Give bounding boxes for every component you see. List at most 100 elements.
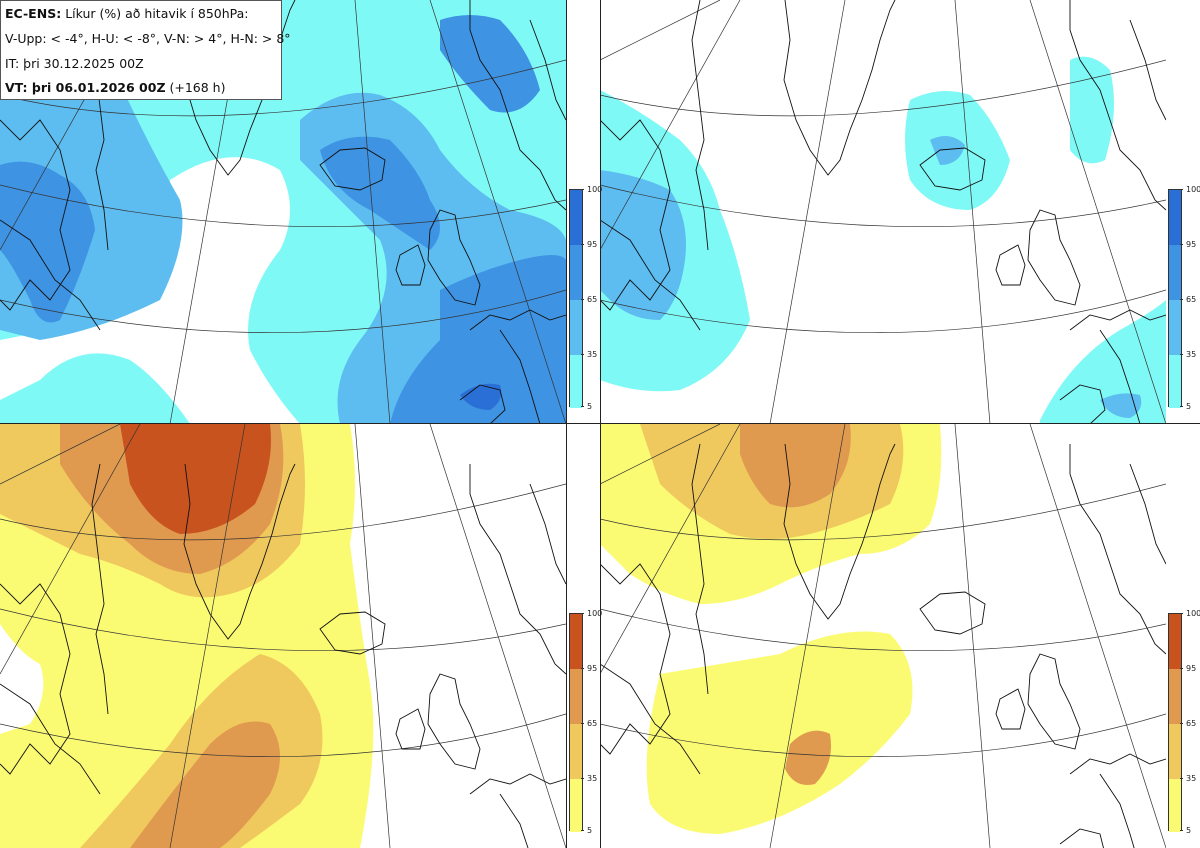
probability-area-65-95 (0, 161, 95, 323)
colorbar-tick-label: 65 (580, 720, 597, 728)
graticule-line (0, 289, 566, 333)
colorbar-segment (570, 614, 582, 669)
coastline (1069, 444, 1166, 655)
probability-area-95-100 (460, 383, 502, 410)
valid-time-line: VT: þri 06.01.2026 00Z (+168 h) (5, 80, 225, 95)
probability-area-95-100 (120, 424, 271, 534)
colorbar-tick-label: 100 (580, 610, 602, 618)
map-canvas (0, 0, 566, 424)
probability-area-65-95 (390, 255, 566, 424)
graticule-line (600, 608, 1166, 652)
coastline (783, 443, 896, 620)
probability-area-65-95 (740, 424, 851, 508)
coastline (319, 147, 386, 191)
graticule-line (0, 424, 141, 675)
coastline (395, 708, 426, 750)
coastlines (600, 0, 1166, 424)
colorbar-swatches (1168, 613, 1182, 832)
graticule-line (429, 424, 566, 848)
probability-area-35-65 (785, 730, 831, 785)
coastline (459, 384, 506, 424)
graticule-line (1029, 424, 1166, 848)
coastline (600, 563, 671, 755)
graticule-line (769, 424, 846, 848)
map-canvas (0, 424, 566, 848)
colorbar-tick-label: 5 (580, 827, 592, 835)
colorbar-segment (1169, 300, 1181, 355)
colorbar-tick-label: 5 (1179, 403, 1191, 411)
colorbar-segment (570, 355, 582, 408)
coastline (919, 591, 986, 635)
coastline (995, 688, 1026, 730)
graticule-line (769, 0, 846, 424)
coastline (691, 0, 709, 251)
coastline (1099, 329, 1141, 424)
probability-area-35-65 (600, 170, 686, 320)
map-panel-warm-moderate (0, 424, 566, 848)
coastline (427, 673, 481, 770)
coastline (469, 773, 566, 795)
panel-border (0, 423, 1200, 424)
coastline (783, 0, 896, 176)
coastline (600, 219, 701, 331)
coastline (469, 0, 566, 211)
colorbar-segment (1169, 669, 1181, 724)
title-line: EC-ENS: Líkur (%) að hitavik í 850hPa: (5, 6, 249, 21)
colorbar-swatches (569, 189, 583, 408)
coastline (0, 683, 101, 795)
coastline (1027, 209, 1081, 306)
coastline (499, 793, 529, 848)
colorbar-segment (1169, 724, 1181, 779)
graticule-line (0, 184, 566, 228)
panel-border (600, 0, 601, 848)
graticule-line (600, 713, 1166, 757)
graticule-line (600, 0, 741, 251)
coastline (0, 219, 101, 331)
coastline (1059, 828, 1104, 848)
graticule-line (600, 0, 721, 61)
colorbar-tick-label: 5 (580, 403, 592, 411)
valid-time: VT: þri 06.01.2026 00Z (5, 80, 166, 95)
probability-area-65-95 (440, 15, 540, 113)
colorbar-segment (570, 779, 582, 832)
colorbar-tick-label: 35 (1179, 351, 1196, 359)
coastline (1099, 773, 1135, 848)
coastline (1069, 0, 1166, 211)
coastline (469, 309, 566, 331)
probability-area-65-95 (320, 136, 440, 250)
graticule-line (169, 424, 246, 848)
coastline (1059, 384, 1106, 424)
probability-area-5-35 (1070, 56, 1114, 164)
colorbar-segment (1169, 779, 1181, 832)
model-label: EC-ENS: (5, 6, 62, 21)
colorbar-segment (570, 669, 582, 724)
coastline (919, 147, 986, 191)
coastline (600, 119, 671, 311)
probability-area-35-65 (930, 136, 965, 165)
graticule-line (600, 424, 721, 485)
colorbar-tick-label: 95 (1179, 665, 1196, 673)
coastline (1129, 19, 1166, 121)
threshold-definitions: V-Upp: < -4°, H-U: < -8°, V-N: > 4°, H-N… (5, 31, 291, 46)
probability-area-35-65 (1100, 393, 1142, 418)
colorbar-swatches (569, 613, 583, 832)
coastline (691, 443, 709, 695)
coastline (529, 483, 566, 585)
colorbar-tick-label: 5 (1179, 827, 1191, 835)
coastline (91, 463, 109, 715)
coastline (995, 244, 1026, 286)
coastline (1069, 309, 1166, 331)
coastline (427, 209, 481, 306)
coastline (469, 464, 566, 675)
colorbar-tick-label: 65 (1179, 296, 1196, 304)
colorbar-tick-label: 100 (1179, 186, 1200, 194)
colorbar-tick-label: 95 (580, 665, 597, 673)
probability-area-65-95 (130, 721, 280, 848)
graticule-line (0, 713, 566, 757)
graticule-line (954, 0, 991, 424)
graticule-line (600, 424, 741, 675)
map-panel-warm-strong (600, 424, 1166, 848)
title-text: Líkur (%) að hitavik í 850hPa: (65, 6, 249, 21)
probability-area-5-35 (646, 631, 913, 834)
coastlines (0, 463, 566, 848)
